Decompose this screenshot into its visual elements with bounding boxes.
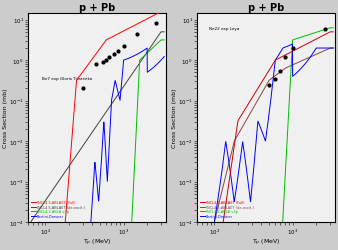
Point bbox=[111, 53, 117, 57]
Point bbox=[121, 45, 126, 49]
Point bbox=[80, 87, 85, 91]
Legend: INCL4.5-ABLA07 (Full), INCL4.5-ABLA07 (de-excit.), INCL4.2-ABLA v3p, Bertini-Dre: INCL4.5-ABLA07 (Full), INCL4.5-ABLA07 (d… bbox=[200, 200, 254, 218]
Point bbox=[278, 70, 283, 73]
Point bbox=[322, 28, 328, 32]
Point bbox=[290, 47, 295, 51]
X-axis label: T$_p$ (MeV): T$_p$ (MeV) bbox=[83, 237, 111, 247]
Point bbox=[266, 83, 272, 87]
Point bbox=[94, 63, 99, 67]
Text: Ne22 exp Leya: Ne22 exp Leya bbox=[209, 26, 239, 30]
Point bbox=[153, 22, 159, 26]
Y-axis label: Cross Section (mb): Cross Section (mb) bbox=[3, 88, 8, 148]
Point bbox=[115, 50, 121, 54]
Point bbox=[106, 56, 112, 60]
Point bbox=[103, 59, 109, 63]
Y-axis label: Cross Section (mb): Cross Section (mb) bbox=[172, 88, 177, 148]
Text: Be7 exp Gloris Titarenko: Be7 exp Gloris Titarenko bbox=[42, 76, 92, 80]
Point bbox=[282, 56, 288, 60]
Point bbox=[100, 61, 106, 65]
Point bbox=[272, 77, 278, 81]
Point bbox=[135, 32, 140, 36]
Legend: INCL4.5-ABLA07 (Full), INCL4.5-ABLA07 (de-excit.), INCL4.2-ABLA v3p, Bertini-Dre: INCL4.5-ABLA07 (Full), INCL4.5-ABLA07 (d… bbox=[31, 200, 85, 218]
Title: p + Pb: p + Pb bbox=[79, 3, 115, 13]
Title: p + Pb: p + Pb bbox=[248, 3, 284, 13]
X-axis label: T$_p$ (MeV): T$_p$ (MeV) bbox=[252, 237, 280, 247]
